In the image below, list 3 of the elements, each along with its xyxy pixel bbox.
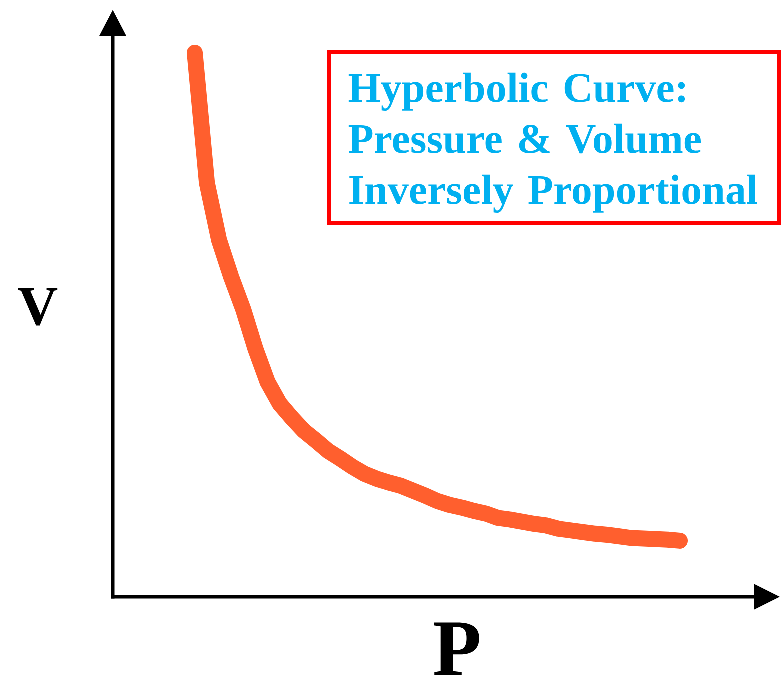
text: Hyperbolic Curve: Pressure & Volume Inversely Proportional: [348, 72, 758, 214]
y-axis-title: V: [18, 288, 58, 326]
x-axis-title: P: [434, 622, 480, 676]
